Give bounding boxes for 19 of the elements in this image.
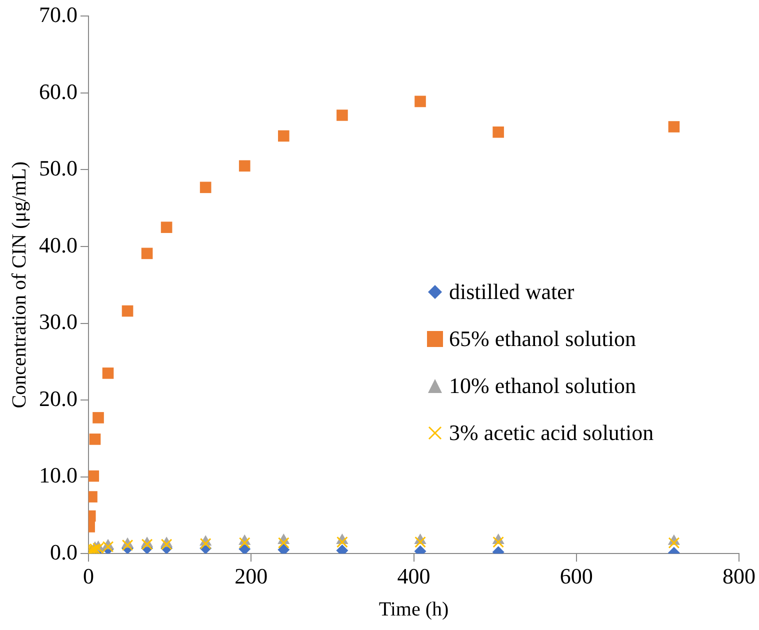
y-tick-label: 60.0 [39,78,78,104]
x-tick-label: 0 [83,564,94,589]
x-tick-label: 400 [397,564,430,589]
y-tick-label: 50.0 [39,156,78,181]
x-tick-label: 800 [722,564,756,589]
x-tick-label: 200 [234,564,268,589]
y-tick-label: 20.0 [39,386,78,411]
y-tick-label: 70.0 [39,2,78,27]
y-tick-label: 30.0 [39,309,78,334]
legend-label: 65% ethanol solution [449,326,636,352]
y-axis-title: Concentration of CIN (μg/mL) [8,162,30,408]
legend-label: 3% acetic acid solution [449,420,654,446]
x-axis-title: Time (h) [378,598,449,620]
legend-label: 10% ethanol solution [449,372,636,398]
x-tick-label: 600 [560,564,593,589]
y-tick-label: 10.0 [39,462,78,488]
legend-label: distilled water [449,278,574,304]
y-tick-label: 40.0 [39,232,78,258]
y-tick-label: 0.0 [50,539,78,564]
